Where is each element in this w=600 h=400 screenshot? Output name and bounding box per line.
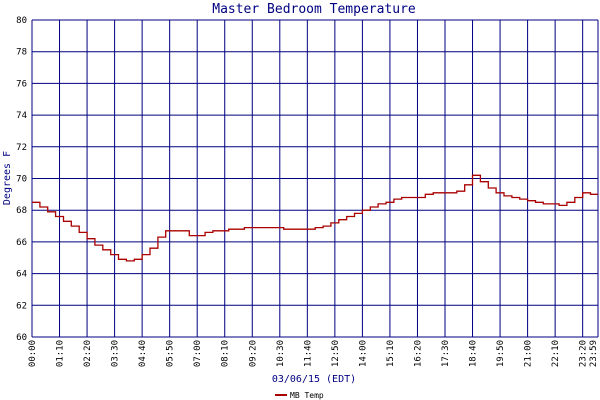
x-tick-label: 22:10 <box>551 340 561 367</box>
y-axis-tick-labels: 60 62 64 66 68 70 72 74 76 78 80 <box>16 16 27 343</box>
y-tick-label: 72 <box>16 143 27 153</box>
y-tick-label: 76 <box>16 79 27 89</box>
x-tick-label: 14:00 <box>358 340 368 367</box>
legend-label-mb-temp: MB Temp <box>290 391 324 400</box>
series-line-mb-temp <box>32 174 598 262</box>
x-tick-label: 17:30 <box>441 340 451 367</box>
x-tick-label: 12:50 <box>331 340 341 367</box>
x-tick-label: 11:40 <box>303 340 313 367</box>
legend: MB Temp <box>275 391 324 400</box>
x-tick-label: 07:00 <box>193 340 203 367</box>
x-tick-label: 04:40 <box>138 340 148 367</box>
y-tick-label: 62 <box>16 301 27 311</box>
y-tick-label: 74 <box>16 111 27 121</box>
x-axis-label: 03/06/15 (EDT) <box>272 374 356 385</box>
y-tick-label: 68 <box>16 206 27 216</box>
y-tick-label: 66 <box>16 238 27 248</box>
x-axis-tick-labels: 00:00 01:10 02:20 03:30 04:40 05:50 07:00 08:10… <box>28 340 599 367</box>
x-tick-label: 09:20 <box>248 340 258 367</box>
chart-title: Master Bedroom Temperature <box>212 2 416 17</box>
x-tick-label: 23:59 <box>589 340 599 367</box>
grid-lines <box>31 19 599 338</box>
x-tick-label: 02:20 <box>83 340 93 367</box>
x-tick-label: 00:00 <box>28 340 38 367</box>
x-tick-label: 10:30 <box>276 340 286 367</box>
y-tick-label: 60 <box>16 333 27 343</box>
series-layer <box>32 174 598 262</box>
x-tick-label: 21:00 <box>524 340 534 367</box>
y-axis-label: Degrees F <box>2 151 13 205</box>
x-tick-label: 18:40 <box>469 340 479 367</box>
x-tick-label: 01:10 <box>56 340 66 367</box>
y-tick-label: 78 <box>16 48 27 58</box>
y-tick-label: 80 <box>16 16 27 26</box>
x-tick-label: 03:30 <box>111 340 121 367</box>
x-tick-label: 19:50 <box>496 340 506 367</box>
x-tick-label: 23:20 <box>579 340 589 367</box>
y-tick-label: 64 <box>16 270 27 280</box>
x-tick-label: 16:20 <box>413 340 423 367</box>
x-tick-label: 05:50 <box>166 340 176 367</box>
y-tick-label: 70 <box>16 175 27 185</box>
x-tick-label: 15:10 <box>386 340 396 367</box>
x-tick-label: 08:10 <box>221 340 231 367</box>
